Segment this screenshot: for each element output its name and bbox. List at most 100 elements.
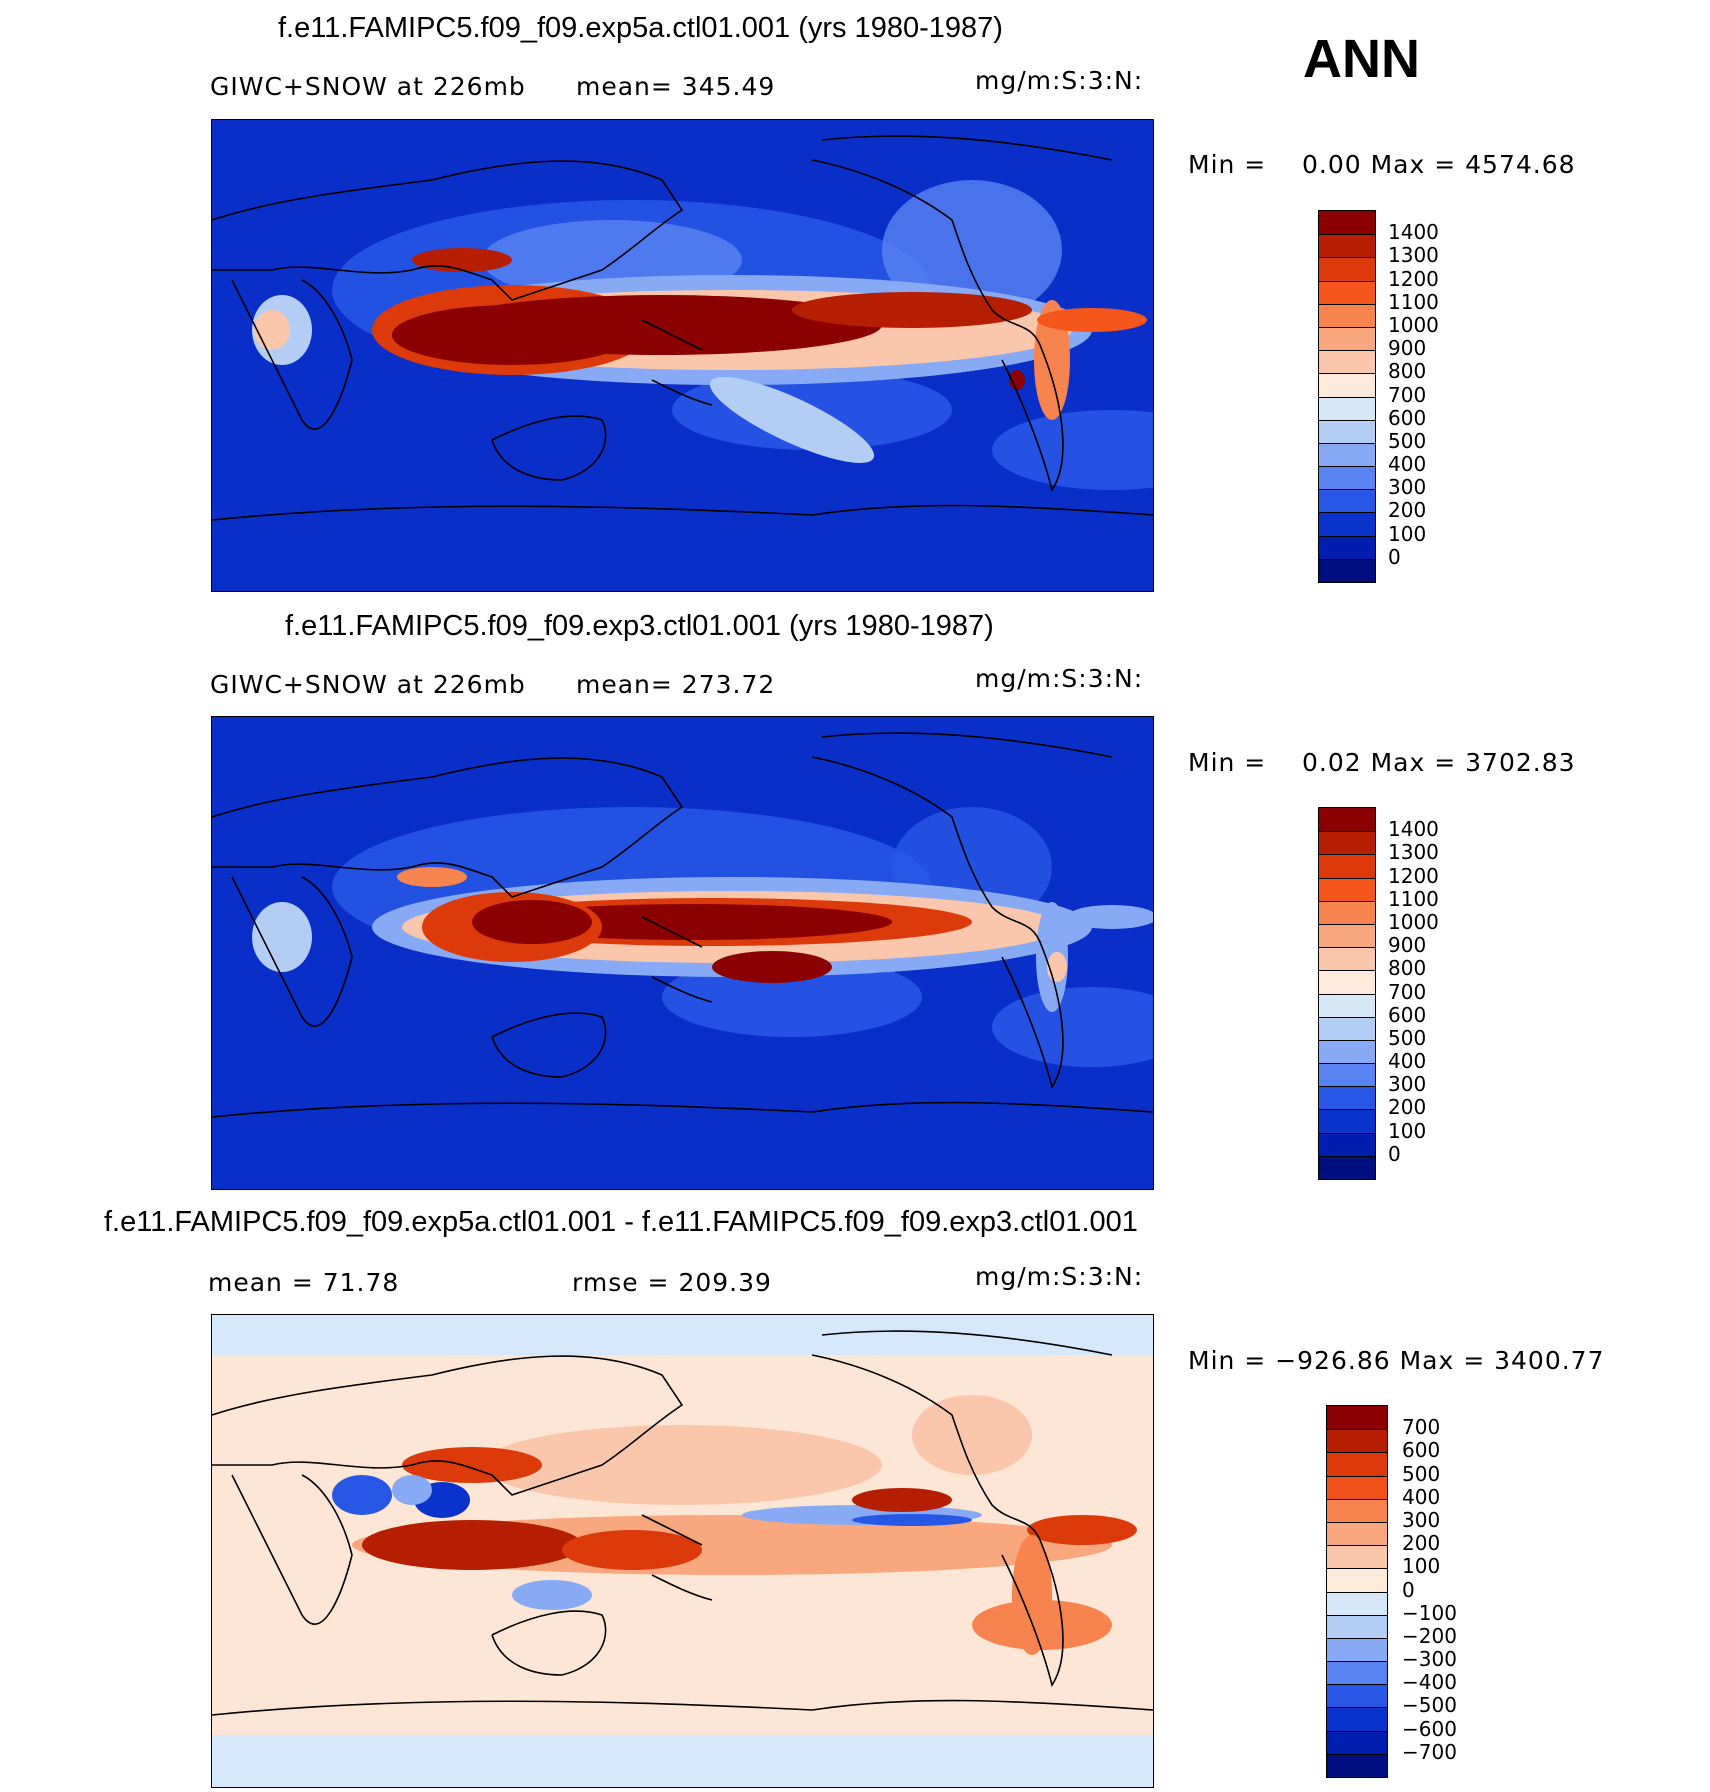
colorbar-tick-label: 500 — [1388, 1025, 1427, 1050]
colorbar-tick-label: −100 — [1402, 1600, 1457, 1625]
colorbar-tick-label: 0 — [1388, 544, 1401, 569]
colorbar-swatch — [1319, 419, 1375, 443]
colorbar-swatch — [1327, 1684, 1387, 1708]
colorbar-swatch — [1319, 993, 1375, 1017]
colorbar-tick-label: 200 — [1388, 1095, 1427, 1120]
colorbar-swatch — [1319, 558, 1375, 582]
colorbar-tick-label: 200 — [1402, 1531, 1441, 1556]
colorbar-swatch — [1319, 280, 1375, 304]
colorbar-swatch — [1319, 442, 1375, 467]
colorbar-tick-label: 600 — [1402, 1438, 1441, 1463]
colorbar-tick-label: 1000 — [1388, 312, 1439, 337]
colorbar-swatch — [1319, 466, 1375, 490]
colorbar-swatch — [1327, 1753, 1387, 1777]
colorbar-tick-label: −500 — [1402, 1693, 1457, 1718]
colorbar-swatch — [1319, 234, 1375, 258]
colorbar-tick-label: 100 — [1388, 1118, 1427, 1143]
panel3-units: mg/m:S:3:N: — [975, 1262, 1144, 1291]
colorbar-swatch — [1319, 831, 1375, 855]
colorbar-swatch — [1319, 1109, 1375, 1133]
colorbar-tick-label: 900 — [1388, 933, 1427, 958]
colorbar-swatch — [1327, 1498, 1387, 1522]
panel2-variable: GIWC+SNOW at 226mb — [210, 670, 526, 699]
colorbar-swatch — [1319, 211, 1375, 235]
colorbar-tick-label: 700 — [1388, 382, 1427, 407]
panel1-colorbar — [1318, 210, 1376, 583]
colorbar-swatch — [1319, 1155, 1375, 1179]
season-label: ANN — [1303, 29, 1420, 89]
colorbar-swatch — [1319, 535, 1375, 559]
panel1-units: mg/m:S:3:N: — [975, 66, 1144, 95]
colorbar-swatch — [1319, 257, 1375, 281]
panel2-map-svg — [212, 717, 1153, 1189]
colorbar-swatch — [1327, 1730, 1387, 1754]
colorbar-tick-label: 0 — [1402, 1577, 1415, 1602]
colorbar-swatch — [1319, 1016, 1375, 1040]
colorbar-swatch — [1319, 1086, 1375, 1110]
colorbar-swatch — [1319, 1132, 1375, 1156]
colorbar-swatch — [1327, 1406, 1387, 1430]
panel3-colorbar — [1326, 1405, 1388, 1778]
colorbar-swatch — [1327, 1521, 1387, 1546]
colorbar-swatch — [1327, 1614, 1387, 1638]
panel3-rmse: rmse = 209.39 — [572, 1268, 772, 1297]
colorbar-tick-label: 400 — [1388, 452, 1427, 477]
colorbar-tick-label: 600 — [1388, 1002, 1427, 1027]
colorbar-tick-label: 1400 — [1388, 817, 1439, 842]
panel3-title: f.e11.FAMIPC5.f09_f09.exp5a.ctl01.001 - … — [104, 1206, 1138, 1238]
colorbar-swatch — [1319, 303, 1375, 327]
colorbar-swatch — [1319, 326, 1375, 351]
colorbar-tick-label: 100 — [1388, 521, 1427, 546]
panel3-mean: mean = 71.78 — [208, 1268, 400, 1297]
colorbar-tick-label: −600 — [1402, 1716, 1457, 1741]
colorbar-swatch — [1327, 1591, 1387, 1615]
colorbar-tick-label: −700 — [1402, 1739, 1457, 1764]
panel1-min-label: Min = — [1188, 150, 1267, 179]
colorbar-swatch — [1319, 1063, 1375, 1087]
panel2-mean: mean= 273.72 — [576, 670, 776, 699]
colorbar-tick-label: 800 — [1388, 956, 1427, 981]
panel2-minmax: 0.02 Max = 3702.83 — [1302, 748, 1576, 777]
colorbar-tick-label: −400 — [1402, 1670, 1457, 1695]
colorbar-swatch — [1327, 1429, 1387, 1453]
colorbar-swatch — [1319, 808, 1375, 832]
colorbar-tick-label: 1300 — [1388, 243, 1439, 268]
panel2-min-label: Min = — [1188, 748, 1267, 777]
colorbar-swatch — [1327, 1637, 1387, 1662]
colorbar-swatch — [1319, 373, 1375, 397]
colorbar-tick-label: 100 — [1402, 1554, 1441, 1579]
colorbar-tick-label: 1300 — [1388, 840, 1439, 865]
panel1-mean: mean= 345.49 — [576, 72, 776, 101]
panel2-map — [211, 716, 1154, 1190]
colorbar-tick-label: 800 — [1388, 359, 1427, 384]
colorbar-tick-label: 400 — [1402, 1484, 1441, 1509]
panel2-title: f.e11.FAMIPC5.f09_f09.exp3.ctl01.001 (yr… — [285, 610, 994, 642]
colorbar-tick-label: −300 — [1402, 1647, 1457, 1672]
colorbar-tick-label: 1100 — [1388, 289, 1439, 314]
colorbar-tick-label: 1200 — [1388, 266, 1439, 291]
colorbar-tick-label: 500 — [1388, 428, 1427, 453]
colorbar-tick-label: 1200 — [1388, 863, 1439, 888]
colorbar-swatch — [1319, 396, 1375, 420]
colorbar-tick-label: 700 — [1402, 1415, 1441, 1440]
colorbar-swatch — [1319, 877, 1375, 901]
panel3-map — [211, 1314, 1154, 1788]
panel2-units: mg/m:S:3:N: — [975, 664, 1144, 693]
panel2-colorbar — [1318, 807, 1376, 1180]
colorbar-tick-label: 1400 — [1388, 220, 1439, 245]
colorbar-tick-label: 700 — [1388, 979, 1427, 1004]
colorbar-tick-label: 0 — [1388, 1141, 1401, 1166]
colorbar-tick-label: 300 — [1388, 1072, 1427, 1097]
panel1-variable: GIWC+SNOW at 226mb — [210, 72, 526, 101]
colorbar-swatch — [1319, 854, 1375, 878]
colorbar-tick-label: 1100 — [1388, 886, 1439, 911]
colorbar-swatch — [1327, 1568, 1387, 1592]
panel1-minmax: 0.00 Max = 4574.68 — [1302, 150, 1576, 179]
colorbar-swatch — [1319, 350, 1375, 374]
colorbar-swatch — [1319, 970, 1375, 994]
colorbar-swatch — [1319, 512, 1375, 536]
colorbar-tick-label: 300 — [1402, 1507, 1441, 1532]
panel1-map — [211, 119, 1154, 592]
panel3-map-svg — [212, 1315, 1153, 1787]
panel3-minmax: Min = −926.86 Max = 3400.77 — [1188, 1346, 1605, 1375]
